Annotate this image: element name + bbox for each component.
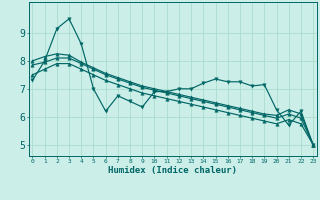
X-axis label: Humidex (Indice chaleur): Humidex (Indice chaleur) [108, 166, 237, 175]
